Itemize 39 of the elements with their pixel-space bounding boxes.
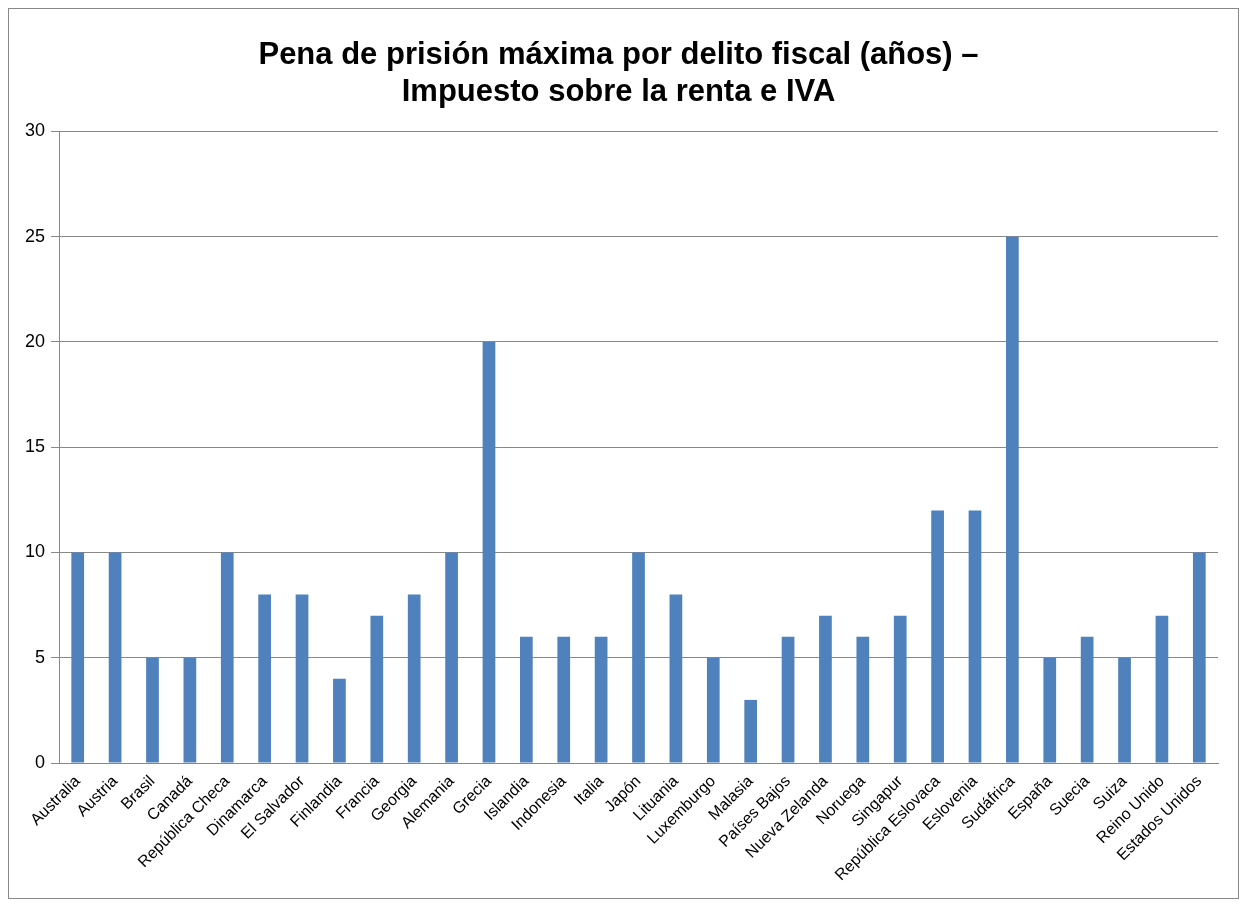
- bar: [781, 636, 795, 763]
- bar: [557, 636, 571, 763]
- bar: [594, 636, 608, 763]
- bar: [295, 594, 309, 763]
- bar: [220, 552, 234, 763]
- bar: [669, 594, 683, 763]
- bar: [370, 615, 384, 763]
- bar: [632, 552, 645, 763]
- bar: [333, 678, 346, 763]
- bar: [819, 615, 832, 763]
- y-tick-label: 5: [35, 646, 46, 667]
- bar: [744, 699, 758, 763]
- bar: [1118, 657, 1131, 763]
- bar: [856, 636, 870, 763]
- bar: [482, 341, 496, 763]
- bar: [407, 594, 421, 763]
- bar: [968, 510, 982, 763]
- y-tick-label: 30: [24, 120, 46, 141]
- bar: [931, 510, 944, 763]
- y-tick-label: 0: [35, 752, 46, 773]
- bar: [183, 657, 197, 763]
- bar: [1043, 657, 1057, 763]
- bar: [258, 594, 271, 763]
- bar: [1192, 552, 1206, 763]
- bar: [146, 657, 159, 763]
- chart-title: Pena de prisión máxima por delito fiscal (años) – Impuesto sobre la renta e IVA: [258, 36, 979, 109]
- y-tick-label: 10: [24, 541, 46, 562]
- y-tick-label: 15: [24, 436, 46, 457]
- bar: [1006, 236, 1019, 763]
- bar: [445, 552, 458, 763]
- y-tick-label: 20: [24, 330, 46, 351]
- bar: [108, 552, 122, 763]
- bar: [893, 615, 907, 763]
- bar: [706, 657, 720, 763]
- bar: [1155, 615, 1169, 763]
- bar: [71, 552, 85, 763]
- bar: [520, 636, 533, 763]
- y-tick-label: 25: [24, 225, 46, 246]
- bar: [1080, 636, 1094, 763]
